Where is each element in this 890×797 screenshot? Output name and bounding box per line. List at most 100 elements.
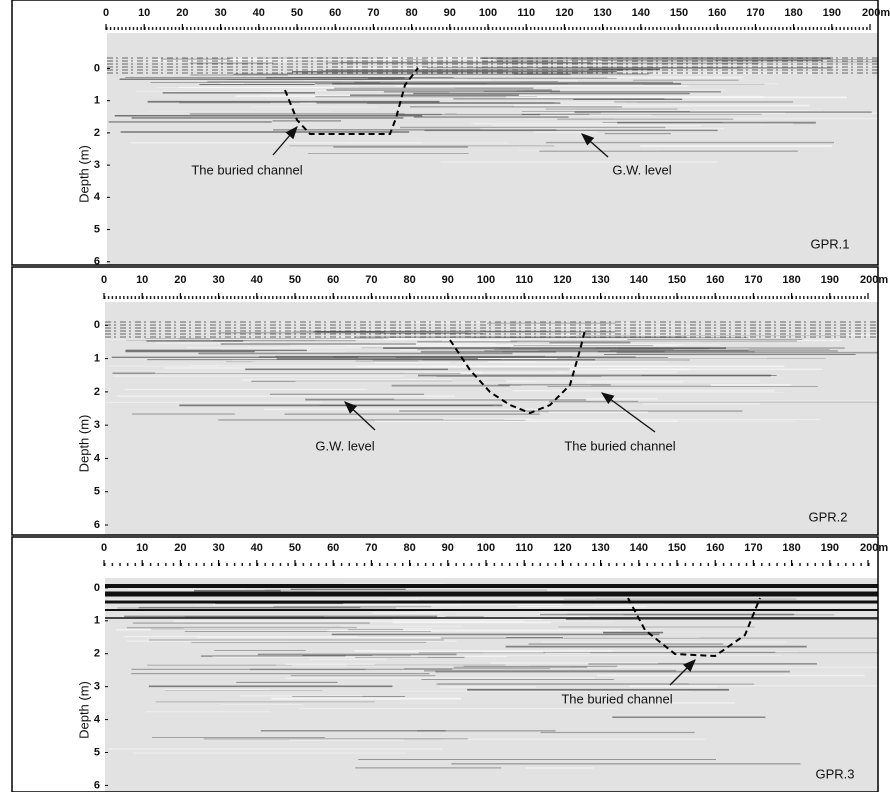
ruler-dot: [348, 296, 350, 299]
ruler-dot: [669, 563, 671, 566]
ruler-dot: [174, 27, 177, 30]
ruler-dot: [747, 27, 750, 30]
ruler-dot: [631, 296, 633, 299]
ruler-dot: [478, 296, 480, 299]
ruler-dot: [673, 296, 675, 299]
ruler-dot: [430, 27, 433, 30]
ruler-dot: [283, 296, 286, 299]
ruler-dot: [774, 27, 776, 30]
ruler-dot: [126, 563, 129, 566]
ruler-dot: [592, 563, 595, 566]
ruler-dot: [680, 296, 683, 299]
ruler-dot: [451, 296, 454, 299]
ruler-dot: [241, 296, 244, 299]
panel-frame: [11, 266, 879, 536]
ruler-dot: [766, 27, 769, 30]
x-tick-label: 60: [327, 542, 339, 554]
x-tick-label: 0: [101, 274, 107, 286]
ruler-dot: [663, 27, 666, 30]
ruler-dot: [524, 563, 526, 566]
ruler-dot: [266, 27, 268, 30]
ruler-dot: [172, 296, 175, 299]
ruler-dot: [300, 27, 303, 30]
x-tick-label: 150: [668, 274, 686, 286]
x-tick-label: 200m: [860, 542, 888, 554]
ruler-dot: [598, 27, 601, 30]
ruler-dot: [860, 296, 862, 299]
ruler-dot: [111, 296, 114, 299]
ruler-dot: [560, 27, 563, 30]
ruler-dot: [705, 27, 708, 30]
x-tick-label: 170: [744, 542, 762, 554]
ruler-dot: [761, 296, 763, 299]
ruler-dot: [346, 27, 349, 30]
ruler-dot: [583, 27, 585, 30]
ruler-dot: [331, 27, 333, 30]
ruler-dot: [476, 27, 479, 30]
x-tick-label: 120: [555, 7, 573, 19]
ruler-dot: [132, 27, 135, 30]
ruler-dot: [615, 563, 618, 566]
ruler-dot: [121, 27, 123, 30]
ruler-dot: [434, 27, 437, 30]
ruler-dot: [375, 296, 377, 299]
ruler-dot: [791, 296, 794, 299]
ruler-dot: [730, 563, 732, 566]
ruler-dot: [862, 27, 864, 30]
ruler-dot: [757, 296, 759, 299]
ruler-dot: [447, 296, 450, 299]
ruler-dot: [472, 27, 475, 30]
ruler-dot: [251, 27, 253, 30]
ruler-dot: [629, 27, 631, 30]
ruler-dot: [426, 27, 429, 30]
ruler-dot: [745, 563, 748, 566]
ruler-dot: [298, 296, 301, 299]
ruler-dot: [850, 27, 853, 30]
ruler-dot: [556, 27, 559, 30]
y-tick-label: 3: [94, 159, 100, 171]
ruler-dot: [602, 27, 605, 30]
ruler-dot: [163, 27, 165, 30]
ruler-dot: [636, 27, 639, 30]
ruler-dot: [382, 296, 385, 299]
ruler-dot: [642, 296, 645, 299]
ruler-dot: [573, 296, 576, 299]
ruler-dot: [753, 296, 755, 299]
ruler-dot: [245, 296, 247, 299]
ruler-dot: [468, 27, 471, 30]
ruler-dot: [728, 27, 731, 30]
ruler-dot: [726, 296, 729, 299]
ruler-dot: [235, 27, 238, 30]
ruler-dot: [520, 296, 522, 299]
ruler-dot: [591, 27, 593, 30]
ruler-dot: [713, 27, 715, 30]
ruler-dot: [488, 27, 490, 30]
ruler-dot: [379, 296, 381, 299]
ruler-dot: [808, 27, 811, 30]
ruler-dot: [455, 296, 457, 299]
ruler-dot: [768, 563, 771, 566]
ruler-dot: [776, 296, 778, 299]
x-tick-label: 190: [821, 274, 839, 286]
ruler-dot: [440, 296, 442, 299]
ruler-dot: [549, 27, 551, 30]
ruler-dot: [432, 296, 435, 299]
x-tick-label: 110: [515, 542, 533, 554]
ruler-dot: [310, 563, 312, 566]
ruler-dot: [392, 27, 394, 30]
ruler-dot: [188, 296, 190, 299]
ruler-dot: [734, 296, 736, 299]
ruler-dot: [384, 27, 387, 30]
ruler-dot: [386, 296, 389, 299]
ruler-dot: [845, 296, 847, 299]
ruler-dot: [644, 27, 647, 30]
ruler-dot: [810, 296, 813, 299]
ruler-dot: [659, 27, 662, 30]
ruler-dot: [423, 27, 425, 30]
ruler-dot: [829, 296, 832, 299]
x-tick-label: 80: [405, 7, 417, 19]
ruler-dot: [190, 27, 192, 30]
ruler-dot: [667, 27, 670, 30]
ruler-dot: [722, 563, 725, 566]
ruler-dot: [868, 563, 870, 566]
